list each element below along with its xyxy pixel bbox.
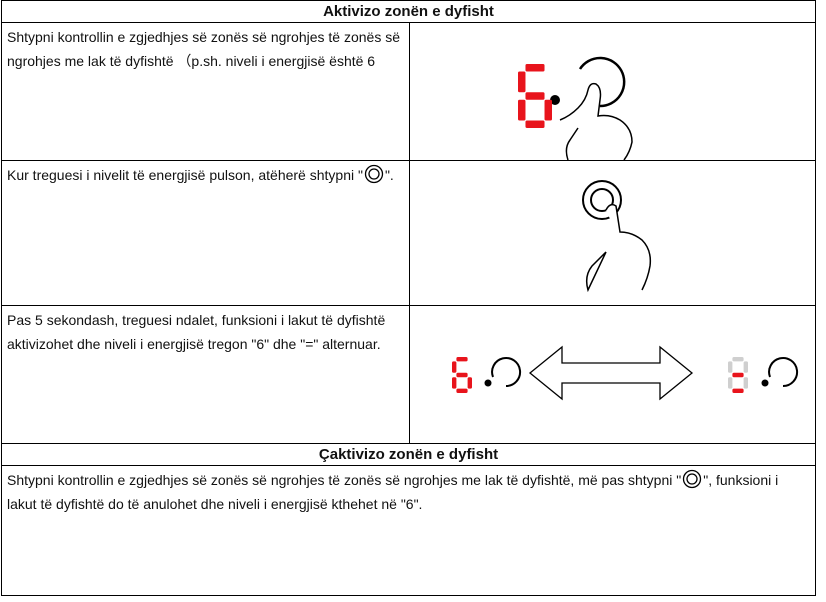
knob-dot (550, 94, 560, 105)
knob-ring (491, 356, 522, 387)
display-segment (518, 70, 526, 92)
instruction-table: Aktivizo zonën e dyfisht Shtypni kontrol… (0, 0, 817, 596)
section-text: Shtypni kontrollin e zgjedhjes së zonës … (0, 465, 817, 596)
display-segment (518, 99, 526, 121)
section-title: Aktivizo zonën e dyfisht (0, 0, 817, 23)
display-segment (456, 372, 468, 377)
section-title: Çaktivizo zonën e dyfisht (0, 443, 817, 466)
step-image (408, 160, 817, 306)
display-segment (728, 360, 733, 373)
text: Kur treguesi i nivelit të energjisë puls… (7, 167, 363, 183)
display-segment (544, 99, 552, 121)
double-arrow (528, 345, 694, 400)
knob-ring (578, 56, 626, 107)
display-segment (456, 356, 468, 361)
display-segment (525, 63, 545, 71)
knob-dot (484, 379, 492, 386)
text: ", funksioni i lakut të dyfishtë do të a… (7, 472, 779, 512)
button-outer (582, 179, 622, 220)
display-segment (545, 71, 552, 92)
text: ". (384, 167, 394, 183)
display-illustration (518, 56, 633, 160)
display-segment (456, 388, 468, 393)
step-image (408, 305, 817, 444)
text: Shtypni kontrollin e zgjedhjes së zonës … (7, 29, 401, 69)
alternation-illustration (452, 345, 799, 400)
step-text: Pas 5 sekondash, treguesi ndalet, funksi… (1, 305, 410, 444)
display-segment (467, 376, 472, 389)
display-segment (732, 388, 744, 393)
step-image (408, 22, 817, 161)
knob-dot (761, 379, 769, 386)
display-segment (743, 376, 748, 389)
button-inner (590, 187, 614, 212)
step-text: Shtypni kontrollin e zgjedhjes së zonës … (1, 22, 410, 161)
display-segment (468, 361, 472, 372)
finger (585, 203, 652, 292)
knob-ring (768, 356, 799, 387)
step-text: Kur treguesi i nivelit të energjisë puls… (1, 160, 410, 306)
double-circle-icon (683, 469, 702, 489)
display-segment (732, 356, 744, 361)
text: Shtypni kontrollin e zgjedhjes së zonës … (7, 472, 682, 488)
display-segment (743, 360, 748, 373)
display-segment (732, 372, 744, 377)
press-illustration (582, 179, 652, 292)
text: Pas 5 sekondash, treguesi ndalet, funksi… (7, 312, 386, 352)
display-segment (728, 376, 733, 389)
display-segment (452, 376, 457, 389)
finger (559, 82, 633, 160)
double-circle-icon (364, 164, 384, 184)
display-segment (525, 120, 545, 128)
display-segment (452, 360, 457, 373)
display-segment (525, 91, 545, 100)
